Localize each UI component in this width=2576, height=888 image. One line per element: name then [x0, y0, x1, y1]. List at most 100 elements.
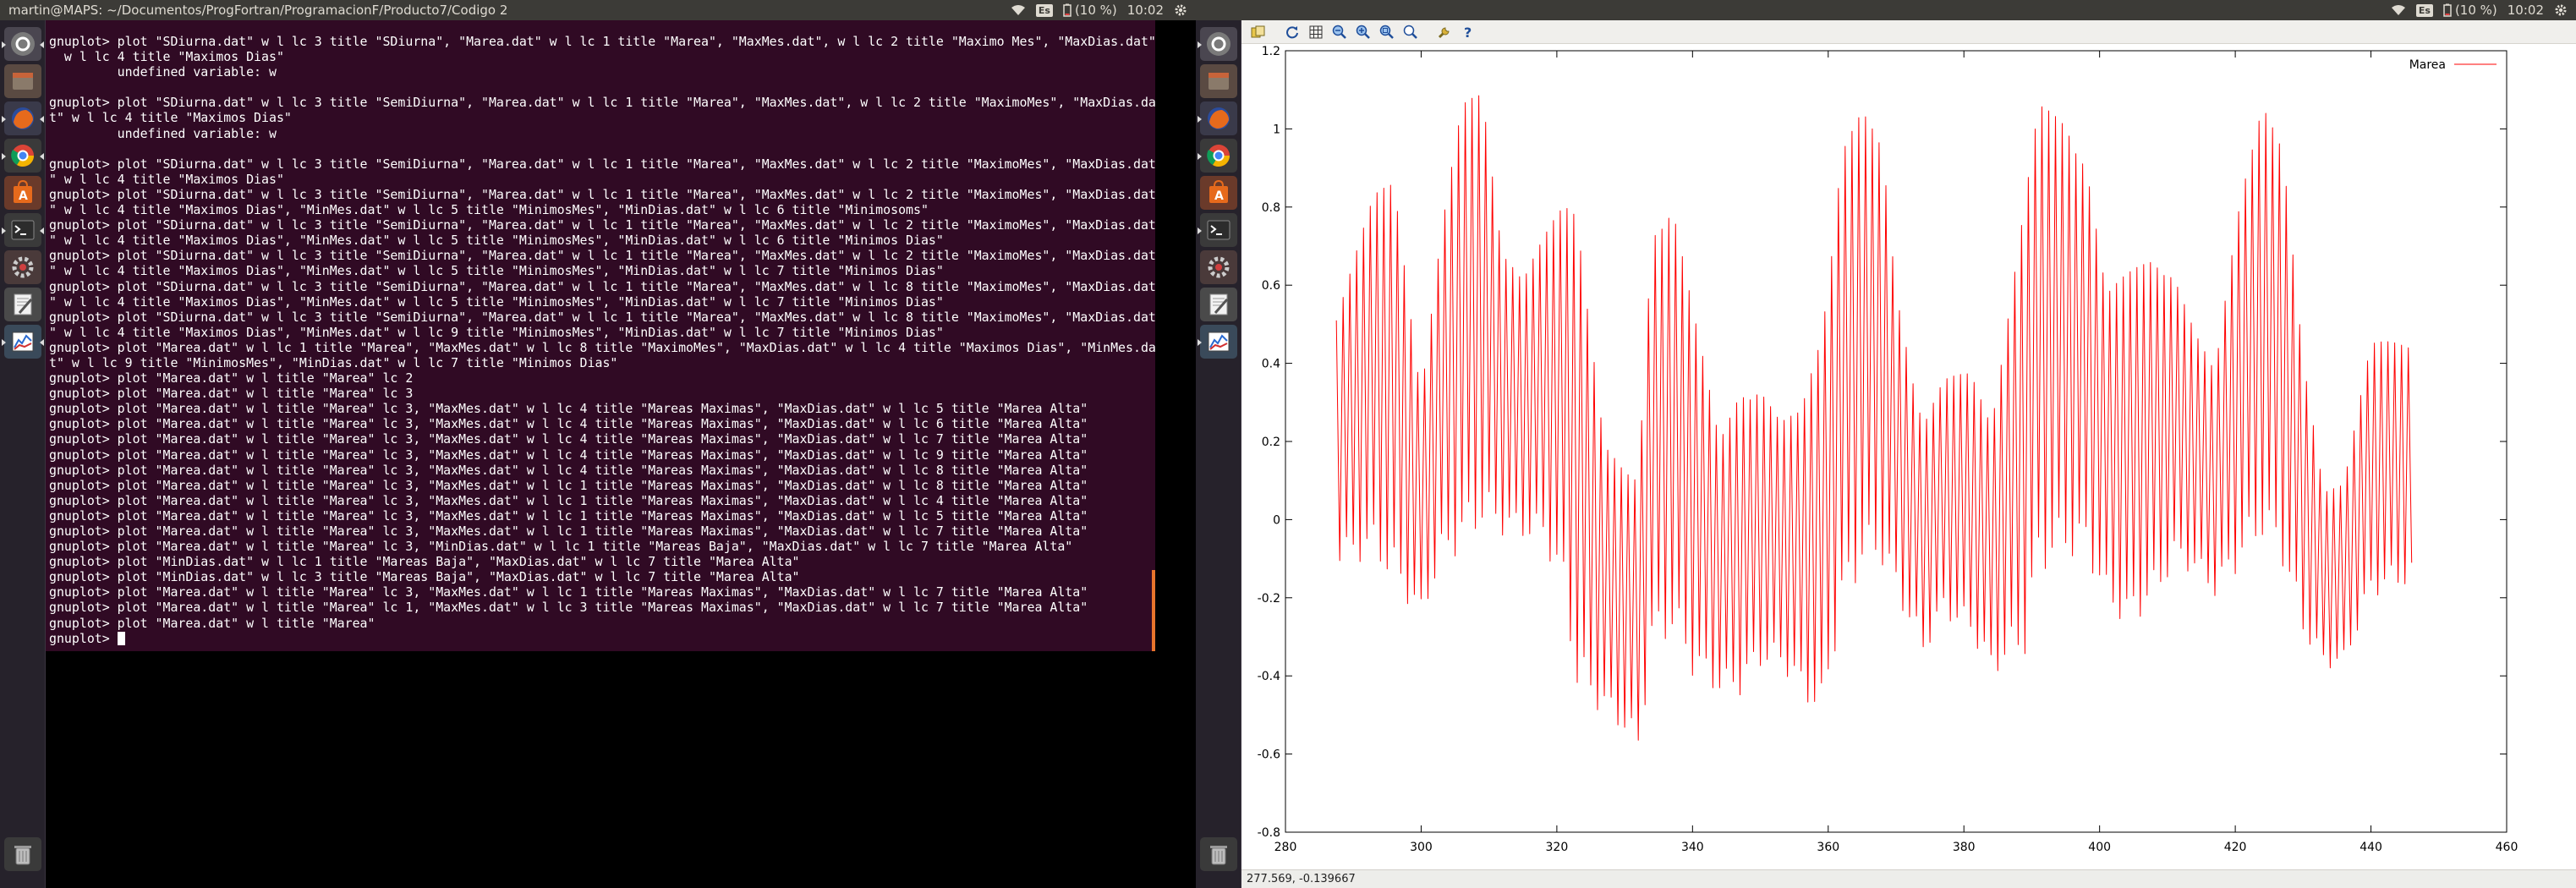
- autoscale-icon[interactable]: [1377, 22, 1397, 42]
- trash-icon[interactable]: [4, 837, 41, 871]
- text-editor-icon[interactable]: [4, 288, 41, 321]
- terminal-line: gnuplot> plot "Marea.dat" w l title "Mar…: [49, 507, 1088, 523]
- terminal-line: gnuplot> plot "SDiurna.dat" w l lc 3 tit…: [49, 34, 1156, 49]
- svg-text:A: A: [1214, 189, 1224, 203]
- chrome-icon[interactable]: [2, 139, 44, 173]
- terminal-line: gnuplot> plot "Marea.dat" w l title "Mar…: [49, 386, 414, 402]
- terminal-line: gnuplot> plot "Marea.dat" w l title "Mar…: [49, 447, 1088, 463]
- software-center-icon[interactable]: A: [1200, 176, 1237, 210]
- x-tick-label: 340: [1681, 841, 1704, 854]
- clock[interactable]: 10:02: [1126, 3, 1164, 18]
- copy-icon[interactable]: [1248, 22, 1269, 42]
- settings-icon[interactable]: [1200, 250, 1237, 284]
- terminal-line: [49, 79, 1156, 95]
- battery-icon: [2443, 3, 2452, 17]
- terminal-line: gnuplot> plot "Marea.dat" w l title "Mar…: [49, 600, 1088, 616]
- battery-indicator[interactable]: (10 %): [1063, 0, 1117, 20]
- y-tick-label: -0.6: [1258, 748, 1280, 762]
- series-layer: [1335, 95, 2413, 741]
- firefox-icon[interactable]: [2, 101, 44, 135]
- keyboard-layout[interactable]: Es: [1035, 0, 1053, 20]
- battery-percent: (10 %): [2454, 3, 2497, 18]
- terminal-window[interactable]: gnuplot> plot "SDiurna.dat" w l lc 3 tit…: [46, 20, 1156, 651]
- tide-chart[interactable]: 280 300 320 340 360 380 400 420 440 460 1.2 1 0.8 0.6…: [1241, 44, 2576, 888]
- top-panel-right: Es (10 %) 10:02: [1196, 0, 2576, 20]
- terminal-line: undefined variable: w: [49, 64, 277, 80]
- terminal-scrollbar[interactable]: [1152, 570, 1155, 651]
- x-tick-label: 460: [2496, 841, 2518, 854]
- text-editor-icon[interactable]: [1200, 288, 1237, 321]
- wifi-icon[interactable]: [1011, 0, 1026, 20]
- terminal-line: " w l lc 4 title "Maximos Dias", "MinMes…: [49, 263, 944, 279]
- x-tick-label: 400: [2088, 841, 2111, 854]
- terminal-line: gnuplot> plot "Marea.dat" w l title "Mar…: [49, 416, 1088, 432]
- monitor-icon[interactable]: [2, 325, 44, 359]
- axes: 280 300 320 340 360 380 400 420 440 460 1.2 1 0.8 0.6…: [1258, 45, 2518, 854]
- zoom-prev-icon[interactable]: [1329, 22, 1350, 42]
- replot-icon[interactable]: [1282, 22, 1302, 42]
- monitor-icon[interactable]: [1198, 325, 1237, 359]
- terminal-output[interactable]: gnuplot> plot "SDiurna.dat" w l lc 3 tit…: [49, 34, 1156, 646]
- x-tick-label: 320: [1546, 841, 1569, 854]
- indicator-area: Es (10 %) 10:02: [1011, 0, 1187, 20]
- right-monitor: Es (10 %) 10:02 A ? 280 300 320 340 360 380 40…: [1196, 0, 2576, 888]
- trash-icon[interactable]: [1200, 837, 1237, 871]
- y-tick-label: 0.6: [1262, 279, 1280, 293]
- terminal-line: gnuplot> plot "Marea.dat" w l title "Mar…: [49, 401, 1088, 417]
- top-panel: martin@MAPS: ~/Documentos/ProgFortran/Pr…: [0, 0, 1196, 20]
- firefox-icon[interactable]: [1198, 101, 1237, 135]
- terminal-icon[interactable]: [2, 213, 44, 247]
- software-center-icon[interactable]: A: [4, 176, 41, 210]
- terminal-line: undefined variable: w: [49, 125, 277, 141]
- terminal-line: gnuplot> plot "Marea.dat" w l title "Mar…: [49, 370, 414, 386]
- x-tick-label: 380: [1953, 841, 1976, 854]
- gear-icon[interactable]: [1174, 0, 1187, 20]
- grid-icon[interactable]: [1306, 22, 1326, 42]
- window-title: martin@MAPS: ~/Documentos/ProgFortran/Pr…: [8, 3, 508, 18]
- terminal-line: gnuplot> plot "Marea.dat" w l title "Mar…: [49, 431, 1088, 447]
- settings-icon[interactable]: [4, 250, 41, 284]
- terminal-icon[interactable]: [1198, 213, 1237, 247]
- battery-icon: [1063, 3, 1072, 17]
- clock[interactable]: 10:02: [2507, 3, 2544, 18]
- dash-icon[interactable]: [1198, 27, 1237, 61]
- terminal-line: gnuplot> plot "MinDias.dat" w l lc 1 tit…: [49, 554, 800, 570]
- y-tick-label: 0.2: [1262, 436, 1280, 449]
- terminal-line: gnuplot> plot "Marea.dat" w l title "Mar…: [49, 539, 1073, 555]
- chrome-icon[interactable]: [1198, 139, 1237, 173]
- terminal-line: gnuplot> plot "Marea.dat" w l title "Mar…: [49, 477, 1088, 493]
- files-icon[interactable]: [1200, 64, 1237, 98]
- terminal-line: gnuplot> plot "MinDias.dat" w l lc 3 tit…: [49, 569, 800, 585]
- files-icon[interactable]: [4, 64, 41, 98]
- y-tick-label: -0.4: [1258, 670, 1280, 683]
- terminal-line: " w l lc 4 title "Maximos Dias", "MinMes…: [49, 324, 944, 340]
- launcher: A: [0, 20, 46, 888]
- zoom-icon[interactable]: [1400, 22, 1421, 42]
- terminal-line: t" w l lc 4 title "Maximos Dias": [49, 110, 292, 126]
- config-icon[interactable]: [1434, 22, 1455, 42]
- help-icon[interactable]: ?: [1458, 22, 1478, 42]
- plot-frame: [1285, 50, 2507, 833]
- dash-icon[interactable]: [2, 27, 44, 61]
- plot-area[interactable]: 280 300 320 340 360 380 400 420 440 460 1.2 1 0.8 0.6…: [1241, 44, 2576, 888]
- terminal-line: " w l lc 4 title "Maximos Dias", "MinMes…: [49, 233, 944, 249]
- terminal-line: gnuplot> plot "Marea.dat" w l title "Mar…: [49, 523, 1088, 539]
- status-bar: 277.569, -0.139667: [1241, 869, 2576, 888]
- zoom-next-icon[interactable]: [1353, 22, 1373, 42]
- terminal-line: gnuplot> plot "SDiurna.dat" w l lc 3 tit…: [49, 186, 1156, 202]
- y-tick-label: 0.8: [1262, 201, 1280, 215]
- battery-indicator[interactable]: (10 %): [2443, 0, 2497, 20]
- legend: Marea: [2409, 58, 2497, 72]
- terminal-line: gnuplot> plot "Marea.dat" w l title "Mar…: [49, 462, 1088, 478]
- gear-icon[interactable]: [2554, 0, 2568, 20]
- gnuplot-window[interactable]: ? 280 300 320 340 360 380 400 420 440 460 1.2 1 0.8 0…: [1241, 20, 2576, 888]
- battery-percent: (10 %): [1074, 3, 1117, 18]
- terminal-line: gnuplot> plot "SDiurna.dat" w l lc 3 tit…: [49, 248, 1156, 264]
- terminal-line: gnuplot> plot "Marea.dat" w l title "Mar…: [49, 584, 1088, 600]
- launcher-right: A: [1196, 20, 1241, 888]
- wifi-icon[interactable]: [2391, 0, 2406, 20]
- keyboard-layout[interactable]: Es: [2415, 0, 2433, 20]
- x-tick-label: 280: [1274, 841, 1297, 854]
- terminal-line: gnuplot> plot "Marea.dat" w l title "Mar…: [49, 492, 1088, 508]
- terminal-line: gnuplot> plot "SDiurna.dat" w l lc 3 tit…: [49, 278, 1156, 294]
